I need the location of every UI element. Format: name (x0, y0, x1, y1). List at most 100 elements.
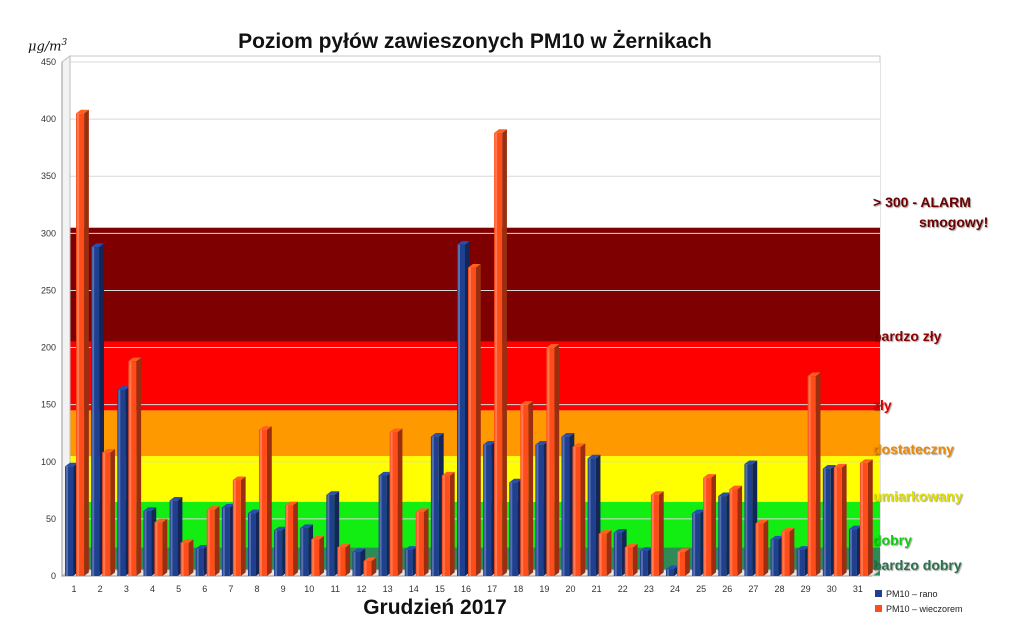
bar-rano-16 (457, 244, 465, 576)
bar-rano-30 (822, 468, 831, 576)
bar-rano-20-highlight (562, 436, 565, 576)
bar-rano-10-top (300, 524, 314, 529)
band-label-dostateczny: dostateczny (873, 441, 954, 457)
bar-rano-29-highlight (797, 549, 800, 576)
legend-swatch-wieczorem (875, 605, 882, 612)
bar-rano-21-top (587, 454, 601, 459)
bar-rano-6-highlight (196, 548, 199, 576)
bar-wieczorem-27-top (755, 519, 769, 524)
bar-wieczorem-15 (441, 475, 450, 576)
bar-wieczorem-16 (468, 267, 476, 576)
bar-rano-18-top (509, 478, 523, 483)
bar-rano-4-highlight (144, 510, 147, 576)
bar-rano-18-highlight (510, 482, 513, 576)
bar-wieczorem-29-highlight (808, 376, 811, 576)
x-tick-label: 21 (592, 584, 602, 594)
bar-wieczorem-4-top (154, 518, 168, 523)
bar-rano-28-top (770, 535, 784, 540)
bar-wieczorem-12-highlight (364, 561, 367, 576)
bar-rano-17 (483, 444, 492, 576)
bar-wieczorem-31 (859, 462, 868, 576)
bar-rano-4-top (143, 507, 157, 511)
x-tick-label: 1 (72, 584, 77, 594)
bar-rano-7-highlight (222, 507, 225, 576)
bar-rano-17-top (483, 441, 496, 445)
bar-wieczorem-13 (389, 432, 398, 576)
bar-wieczorem-13-highlight (390, 432, 393, 576)
bar-wieczorem-4-highlight (155, 522, 158, 576)
bar-wieczorem-8-highlight (259, 429, 262, 576)
bar-wieczorem-6-side (214, 506, 220, 576)
bar-wieczorem-29-side (815, 372, 821, 576)
bar-wieczorem-15-highlight (442, 475, 445, 576)
bar-wieczorem-29 (807, 376, 816, 576)
x-tick-label: 11 (331, 584, 340, 594)
bar-rano-27 (744, 464, 753, 576)
bar-rano-7 (221, 507, 230, 576)
band-label-dobry: dobry (873, 532, 912, 548)
bar-wieczorem-6 (206, 509, 215, 576)
bar-wieczorem-2-top (102, 449, 115, 453)
bar-rano-26-top (718, 492, 732, 497)
bar-rano-21-highlight (588, 458, 591, 576)
bar-rano-20 (561, 436, 570, 576)
bar-rano-22 (613, 532, 622, 576)
bar-rano-11-highlight (327, 494, 330, 576)
bar-wieczorem-26-highlight (730, 489, 733, 576)
bar-rano-1-highlight (66, 466, 69, 576)
band-label-bardzo-dobry: bardzo dobry (873, 557, 962, 573)
bar-wieczorem-7 (232, 480, 241, 576)
bar-rano-14-highlight (405, 549, 408, 576)
y-tick-label: 150 (41, 400, 56, 410)
bar-wieczorem-17-highlight (495, 132, 498, 576)
bar-wieczorem-2-side (110, 449, 115, 576)
bar-wieczorem-19-side (554, 343, 560, 576)
bar-wieczorem-12-side (371, 557, 377, 576)
bar-wieczorem-30-side (841, 463, 847, 576)
bar-wieczorem-13-side (397, 428, 403, 576)
bar-rano-15 (430, 436, 439, 576)
bar-wieczorem-3-highlight (129, 361, 132, 576)
y-axis-unit: μg/m3 (28, 38, 67, 54)
bar-rano-6-top (195, 544, 209, 549)
band-label-umiarkowany: umiarkowany (873, 488, 963, 504)
x-tick-label: 22 (618, 584, 628, 594)
bar-wieczorem-9-top (285, 501, 298, 506)
bar-rano-10-highlight (301, 528, 304, 576)
bar-wieczorem-14 (415, 512, 424, 576)
band-label-alarm-line2: smogowy! (919, 214, 989, 230)
unit-exponent: 3 (61, 38, 68, 48)
bar-wieczorem-19-top (546, 343, 560, 348)
bar-rano-13 (378, 475, 387, 576)
bar-wieczorem-20-side (580, 443, 586, 576)
bar-wieczorem-18-side (528, 401, 534, 576)
x-tick-label: 24 (670, 584, 680, 594)
bar-wieczorem-4 (154, 522, 163, 576)
bar-rano-4 (143, 510, 152, 576)
bar-rano-5-highlight (170, 500, 173, 576)
x-tick-label: 17 (487, 584, 497, 594)
x-tick-label: 4 (150, 584, 155, 594)
bar-wieczorem-25-highlight (704, 477, 707, 576)
bar-rano-2 (91, 247, 100, 577)
y-tick-label: 450 (41, 57, 56, 67)
bar-wieczorem-27-highlight (756, 523, 759, 576)
bar-wieczorem-30 (833, 467, 842, 576)
bar-rano-31-highlight (849, 529, 852, 576)
bar-wieczorem-12-top (363, 557, 377, 562)
bar-wieczorem-5-highlight (181, 542, 184, 576)
bar-rano-8-highlight (248, 513, 251, 576)
bar-wieczorem-1-top (76, 109, 89, 114)
band-label-zly: zły (873, 397, 892, 413)
bar-rano-1-top (65, 462, 78, 467)
bar-rano-12-highlight (353, 552, 356, 576)
x-tick-label: 15 (435, 584, 445, 594)
bar-wieczorem-10-side (319, 535, 325, 576)
legend-item-rano: PM10 – rano (875, 586, 963, 601)
bar-rano-15-top (430, 433, 444, 437)
y-tick-label: 200 (41, 343, 56, 353)
bar-rano-30-highlight (823, 468, 826, 576)
bar-wieczorem-21 (598, 533, 607, 576)
bar-wieczorem-31-top (859, 459, 873, 463)
unit-base: μg/m (28, 39, 62, 55)
